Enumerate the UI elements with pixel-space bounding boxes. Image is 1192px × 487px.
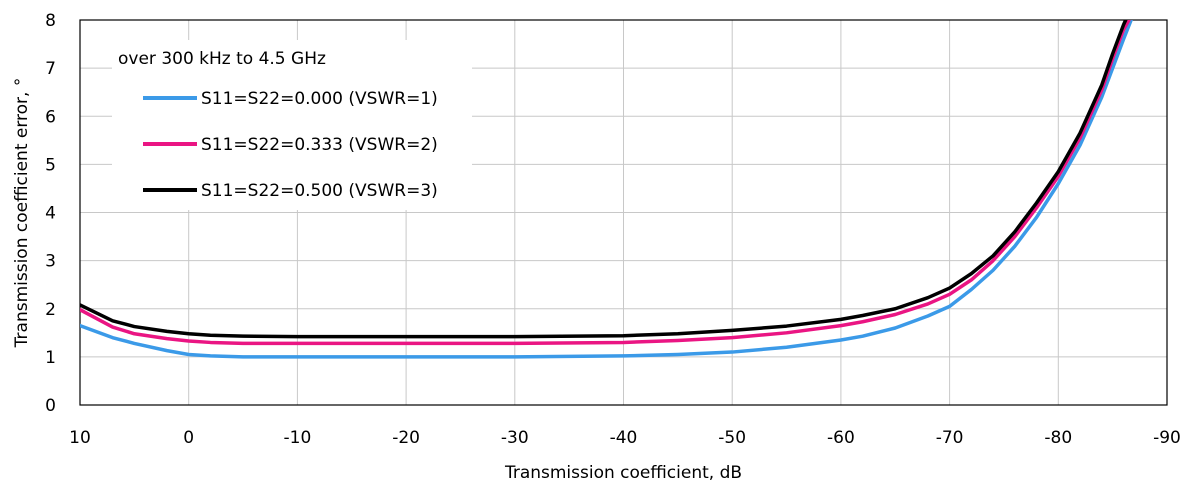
legend-label-3: S11=S22=0.500 (VSWR=3) <box>201 181 438 201</box>
series-line-1 <box>80 20 1133 359</box>
x-tick-label: -30 <box>501 428 529 448</box>
y-tick-label: 5 <box>45 155 56 175</box>
series-line-2 <box>80 20 1131 346</box>
x-tick-label: -50 <box>718 428 746 448</box>
y-tick-label: 1 <box>45 348 56 368</box>
x-tick-label: -60 <box>827 428 855 448</box>
x-tick-label: -90 <box>1153 428 1181 448</box>
y-tick-labels: 0 1 2 3 4 5 6 7 8 <box>45 11 56 416</box>
x-tick-labels: 10 0 -10 -20 -30 -40 -50 -60 -70 -80 -90 <box>69 428 1181 448</box>
plot-frame <box>79 19 1168 406</box>
series-lines <box>80 20 1133 359</box>
legend-background <box>112 40 472 210</box>
legend-title: over 300 kHz to 4.5 GHz <box>118 49 326 69</box>
x-tick-label: 0 <box>183 428 194 448</box>
y-tick-label: 3 <box>45 252 56 272</box>
series-line-3 <box>80 20 1128 339</box>
x-tick-label: -80 <box>1044 428 1072 448</box>
x-tick-label: -70 <box>936 428 964 448</box>
y-tick-label: 7 <box>45 59 56 79</box>
x-axis-label: Transmission coefficient, dB <box>504 463 742 483</box>
y-tick-label: 8 <box>45 11 56 31</box>
y-tick-label: 0 <box>45 396 56 416</box>
legend: over 300 kHz to 4.5 GHz S11=S22=0.000 (V… <box>112 40 472 210</box>
y-tick-label: 4 <box>45 204 56 224</box>
x-tick-label: 10 <box>69 428 91 448</box>
y-axis-label: Transmission coefficient error, ° <box>12 78 32 349</box>
x-tick-label: -20 <box>392 428 420 448</box>
x-tick-label: -10 <box>284 428 312 448</box>
legend-label-1: S11=S22=0.000 (VSWR=1) <box>201 89 438 109</box>
x-tick-label: -40 <box>610 428 638 448</box>
legend-label-2: S11=S22=0.333 (VSWR=2) <box>201 135 438 155</box>
y-tick-label: 6 <box>45 107 56 127</box>
y-tick-label: 2 <box>45 300 56 320</box>
